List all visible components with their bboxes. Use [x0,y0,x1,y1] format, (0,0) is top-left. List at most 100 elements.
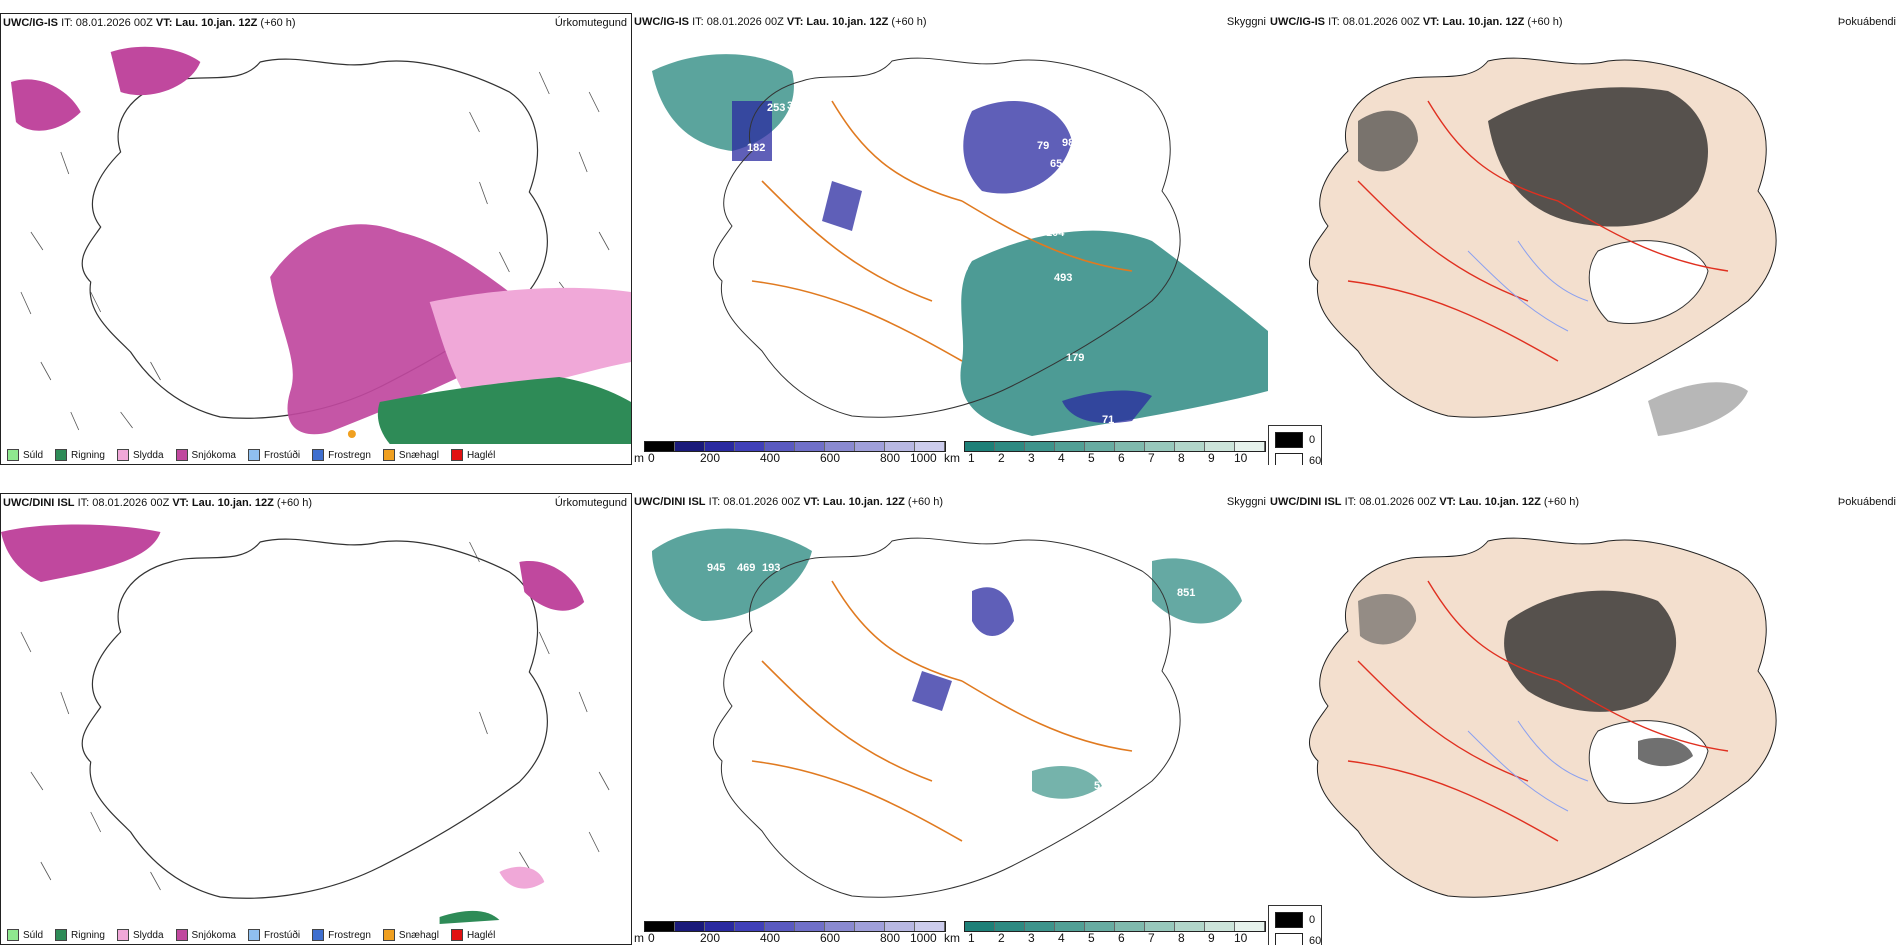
forecast-offset: (+60 h) [1543,496,1580,508]
fog-min-label: 0 [1309,434,1316,446]
cloudbase-colorbar: m 0 200 400 600 800 1000 [634,921,946,945]
precip-legend: Súld Rigning Slydda Snjókoma Frostúði Fr… [1,444,502,464]
cbar-tick: 2 [998,931,1005,945]
cbar-tick: 8 [1178,931,1185,945]
legend-swatch [7,449,19,461]
cbar-unit: km [944,931,960,945]
vis-label: 94 [1087,134,1100,146]
sleet-south [499,866,545,889]
visibility-panel-row2: UWC/DINI ISL IT: 08.01.2026 00Z VT: Lau.… [632,493,1268,945]
cbar-tick: 200 [700,931,721,945]
legend-item: Frostregn [312,929,371,941]
wind-barbs [20,541,610,891]
sleet-region [429,287,631,402]
forecast-offset: (+60 h) [1527,16,1563,28]
legend-item: Snjókoma [175,929,236,941]
fog-min-label: 0 [1309,914,1316,926]
cbar-tick: 10 [1234,451,1248,465]
init-time: IT: 08.01.2026 00Z [77,497,170,509]
visibility-colorbar: km 1 2 3 4 5 6 7 8 9 10 [944,441,1266,465]
cbar-unit: m [634,931,644,945]
panel-title: Þokuábendi [1837,496,1896,508]
cbar-tick: 6 [1118,931,1125,945]
rain-region [377,377,631,444]
south-low-vis [960,230,1268,436]
cbar-tick: 5 [1088,451,1095,465]
model-name: UWC/IG-IS [1270,16,1325,28]
fog-swatch-max [1275,453,1303,465]
fog-legend-box: 0 60 [1268,905,1322,945]
cbar-swatches [964,441,1266,452]
vis-label: 71 [1102,414,1114,426]
valid-time: VT: Lau. 10.jan. 12Z [786,16,889,28]
panel-header: UWC/DINI ISL IT: 08.01.2026 00Z VT: Lau.… [632,493,1268,511]
fog-dark-region [1488,87,1708,227]
legend-swatch [382,929,395,941]
fog-panel-row2: UWC/DINI ISL IT: 08.01.2026 00Z VT: Lau.… [1268,493,1900,945]
fog-legend-box: 0 60 [1268,425,1322,465]
model-name: UWC/DINI ISL [1270,496,1342,508]
init-time: IT: 08.01.2026 00Z [1344,496,1437,508]
precip-map [1,32,631,444]
cbar-tick: 6 [1118,451,1125,465]
model-name: UWC/IG-IS [634,16,689,28]
legend-swatch [116,449,129,461]
legend-item: Haglél [450,449,495,461]
panel-header: UWC/IG-IS IT: 08.01.2026 00Z VT: Lau. 10… [1268,13,1900,31]
panel-title: Úrkomutegund [554,17,627,29]
cbar-tick: 200 [700,451,721,465]
forecast-offset: (+60 h) [260,17,296,29]
rivers [1467,240,1589,332]
valid-time: VT: Lau. 10.jan. 12Z [1422,16,1525,28]
valid-time: VT: Lau. 10.jan. 12Z [803,496,905,508]
valid-time: VT: Lau. 10.jan. 12Z [155,17,258,29]
cbar-swatches [644,441,946,452]
precip-panel-row1: UWC/IG-IS IT: 08.01.2026 00Z VT: Lau. 10… [0,13,632,465]
fog-max-label: 60 [1309,935,1322,945]
model-name: UWC/IG-IS [3,17,58,29]
legend-item: Frostúði [247,929,300,941]
northwest-low-vis [652,528,812,621]
valid-time: VT: Lau. 10.jan. 12Z [172,497,274,509]
legend-item: Rigning [55,449,105,461]
cbar-tick: 9 [1208,451,1215,465]
cbar-tick: 4 [1058,451,1065,465]
fog-swatch-min [1275,912,1303,928]
cbar-tick: 5 [1088,931,1095,945]
interior-low-vis [1032,766,1102,799]
cbar-tick: 4 [1058,931,1065,945]
panel-title: Þokuábendi [1837,16,1896,28]
low-cloudbase [912,587,1014,711]
precip-panel-row2: UWC/DINI ISL IT: 08.01.2026 00Z VT: Lau.… [0,493,632,945]
panel-title: Skyggni [1226,496,1266,508]
cbar-unit: km [944,451,960,465]
legend-swatch [450,449,463,461]
legend-swatch [312,929,325,941]
fog-map [1268,511,1900,923]
road-network [1347,580,1729,842]
vis-label: 308 [787,100,805,112]
cbar-tick: 600 [820,931,841,945]
legend-item: Snjókoma [175,449,236,461]
road-network [751,100,1133,362]
rain-south [439,910,500,924]
cbar-tick: 3 [1028,931,1035,945]
vis-label: 98 [1062,137,1074,149]
model-name: UWC/DINI ISL [634,496,706,508]
legend-item: Súld [7,449,43,461]
cbar-tick: 1000 [910,451,937,465]
vis-label: 179 [1066,352,1084,364]
cbar-tick: 7 [1148,451,1155,465]
legend-swatch [382,449,395,461]
legend-swatch [450,929,463,941]
vis-label: 987 [772,524,790,536]
snow-east [519,561,585,611]
legend-swatch [175,449,188,461]
fog-dark-west [1358,593,1417,645]
legend-item: Snæhagl [382,929,439,941]
panel-header: UWC/DINI ISL IT: 08.01.2026 00Z VT: Lau.… [1268,493,1900,511]
valid-time: VT: Lau. 10.jan. 12Z [1439,496,1541,508]
visibility-map: 987 945 469 193 352 851 121 53 [632,511,1268,921]
vis-label: 196 [807,130,825,142]
forecast-offset: (+60 h) [891,16,927,28]
